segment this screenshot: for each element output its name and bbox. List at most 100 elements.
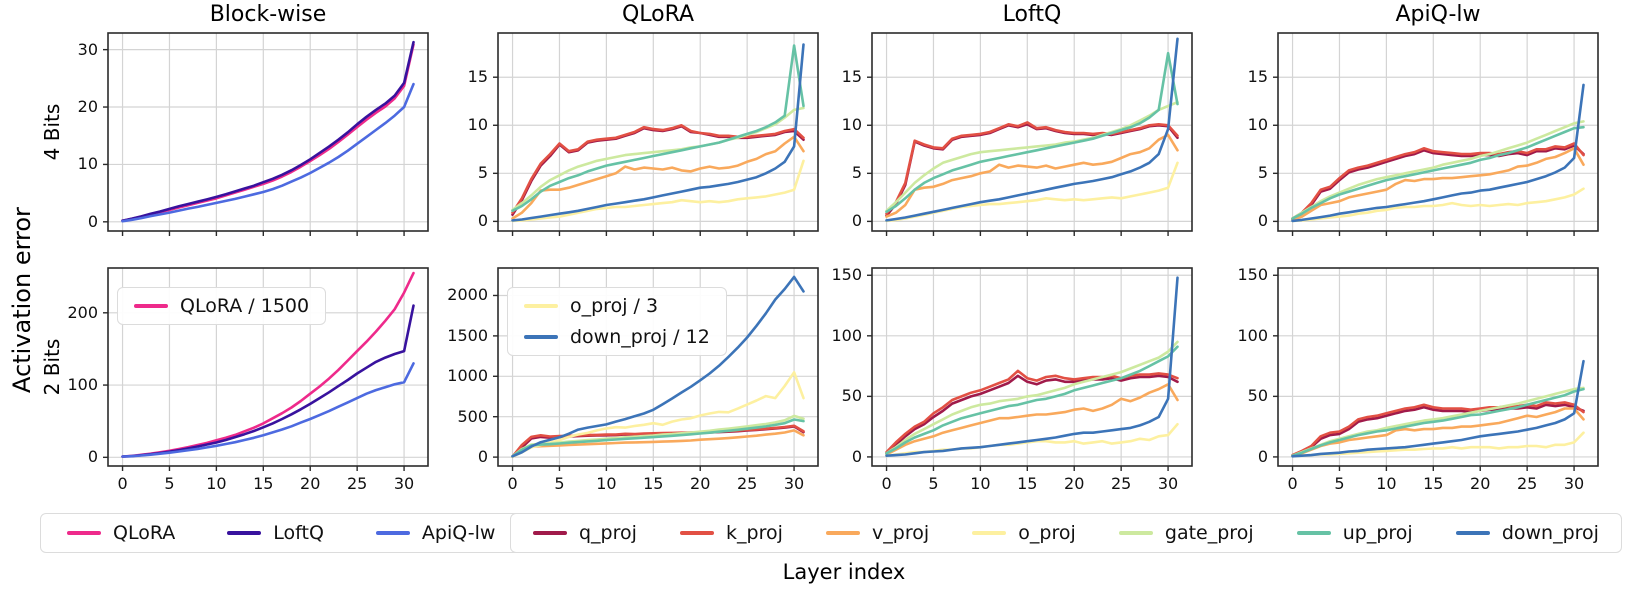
series-group bbox=[511, 43, 805, 223]
series-group bbox=[511, 275, 805, 458]
legend-label: v_proj bbox=[872, 522, 930, 544]
plot-title-apiq-lw-4-bits: ApiQ-lw bbox=[1395, 2, 1481, 27]
series-down_proj bbox=[1291, 83, 1585, 223]
x-tick-label: 25 bbox=[1516, 474, 1538, 493]
series-group bbox=[885, 276, 1179, 457]
x-tick-label: 0 bbox=[117, 474, 128, 493]
x-tick-label: 30 bbox=[783, 474, 805, 493]
legend-line-swatch-gate_proj bbox=[1118, 531, 1153, 535]
y-tick-label: 0 bbox=[1257, 446, 1268, 466]
series-down_proj bbox=[885, 276, 1179, 457]
series-QLoRA bbox=[121, 43, 415, 222]
legend-line-swatch-o_proj bbox=[524, 304, 558, 308]
subplot-block-wise-4-bits bbox=[103, 32, 429, 236]
series-v_proj bbox=[885, 133, 1179, 218]
legend-label: up_proj bbox=[1342, 522, 1413, 544]
inset-legend-entry: QLoRA / 1500 bbox=[134, 295, 309, 317]
y-tick-label: 15 bbox=[841, 67, 862, 87]
inset-legend-entry: o_proj / 3 bbox=[524, 295, 710, 317]
series-o_proj bbox=[1291, 187, 1585, 223]
gridlines bbox=[108, 33, 428, 231]
inset-legend-qlora-2-bits: o_proj / 3 down_proj / 12 bbox=[507, 287, 727, 356]
series-q_proj bbox=[511, 124, 805, 216]
legend-entry-up_proj: up_proj bbox=[1296, 522, 1413, 544]
legend-line-swatch-down_proj bbox=[1455, 531, 1490, 535]
x-tick-label: 20 bbox=[1064, 474, 1085, 493]
series-down_proj bbox=[885, 37, 1179, 222]
y-tick-label: 0 bbox=[851, 211, 862, 231]
subplot-loftq-2-bits bbox=[867, 267, 1193, 471]
x-tick-label: 0 bbox=[881, 474, 892, 493]
x-tick-label: 10 bbox=[596, 474, 617, 493]
legend-label: down_proj bbox=[1501, 522, 1599, 544]
x-tick-label: 10 bbox=[206, 474, 227, 493]
legend-label: ApiQ-lw bbox=[421, 522, 496, 544]
y-tick-label: 15 bbox=[467, 67, 488, 87]
series-k_proj bbox=[1291, 142, 1585, 220]
x-tick-label: 20 bbox=[690, 474, 711, 493]
series-up_proj bbox=[511, 418, 805, 458]
y-tick-label: 30 bbox=[77, 39, 98, 59]
x-tick-label: 0 bbox=[1287, 474, 1298, 493]
legend-entry-q_proj: q_proj bbox=[533, 522, 637, 544]
series-ApiQ-lw bbox=[121, 362, 415, 458]
subplot-qlora-4-bits bbox=[493, 32, 819, 236]
tick-marks bbox=[103, 312, 405, 471]
subplot-apiq-lw-2-bits bbox=[1273, 267, 1599, 471]
y-axis-label: Activation error bbox=[8, 207, 36, 393]
x-tick-label: 5 bbox=[928, 474, 939, 493]
y-tick-label: 2000 bbox=[447, 285, 488, 305]
series-group bbox=[885, 37, 1179, 223]
legend-projections: q_proj k_proj v_proj o_proj gate_proj up_proj… bbox=[510, 513, 1622, 553]
y-tick-label: 150 bbox=[1237, 265, 1268, 285]
x-tick-label: 15 bbox=[1423, 474, 1444, 493]
legend-line-swatch-up_proj bbox=[1296, 531, 1331, 535]
legend-line-swatch-o_proj bbox=[972, 531, 1007, 535]
inset-legend-label: o_proj / 3 bbox=[570, 295, 659, 317]
series-v_proj bbox=[885, 383, 1179, 456]
y-tick-label: 5 bbox=[1257, 163, 1268, 183]
legend-line-swatch-LoftQ bbox=[227, 531, 262, 535]
legend-entry-QLoRA: QLoRA bbox=[67, 522, 175, 544]
series-group bbox=[121, 40, 415, 223]
x-tick-label: 15 bbox=[253, 474, 274, 493]
series-group bbox=[1291, 83, 1585, 223]
series-q_proj bbox=[885, 374, 1179, 455]
x-tick-label: 25 bbox=[736, 474, 758, 493]
x-axis-label: Layer index bbox=[782, 560, 906, 584]
legend-line-swatch-v_proj bbox=[826, 531, 861, 535]
y-tick-label: 0 bbox=[1257, 211, 1268, 231]
legend-line-swatch-down_proj bbox=[524, 335, 558, 339]
series-k_proj bbox=[511, 124, 805, 214]
legend-line-swatch-k_proj bbox=[680, 531, 715, 535]
y-tick-label: 5 bbox=[851, 163, 862, 183]
x-tick-label: 5 bbox=[1334, 474, 1345, 493]
gridlines bbox=[1278, 33, 1598, 231]
x-tick-label: 20 bbox=[1470, 474, 1491, 493]
series-k_proj bbox=[1291, 401, 1585, 457]
tick-marks bbox=[867, 274, 1169, 471]
legend-line-swatch-q_proj bbox=[533, 531, 567, 535]
legend-entry-gate_proj: gate_proj bbox=[1118, 522, 1254, 544]
legend-line-swatch-QLoRA bbox=[67, 531, 101, 535]
y-tick-label: 5 bbox=[477, 163, 488, 183]
plot-title-loftq-4-bits: LoftQ bbox=[1002, 2, 1062, 27]
series-group bbox=[1291, 359, 1585, 458]
y-tick-label: 100 bbox=[1237, 325, 1268, 345]
y-tick-label: 0 bbox=[477, 447, 488, 467]
legend-label: QLoRA bbox=[113, 522, 176, 544]
x-tick-label: 5 bbox=[554, 474, 565, 493]
y-tick-label: 0 bbox=[477, 211, 488, 231]
subplot-loftq-4-bits bbox=[867, 32, 1193, 236]
tick-marks bbox=[867, 76, 1169, 236]
series-up_proj bbox=[1291, 387, 1585, 457]
legend-entry-LoftQ: LoftQ bbox=[227, 522, 324, 544]
legend-entry-down_proj: down_proj bbox=[1455, 522, 1599, 544]
tick-marks bbox=[1273, 274, 1575, 471]
inset-legend-entry: down_proj / 12 bbox=[524, 326, 710, 348]
x-tick-label: 10 bbox=[1376, 474, 1397, 493]
series-gate_proj bbox=[1291, 120, 1585, 220]
tick-marks bbox=[493, 76, 795, 236]
legend-label: k_proj bbox=[726, 522, 783, 544]
